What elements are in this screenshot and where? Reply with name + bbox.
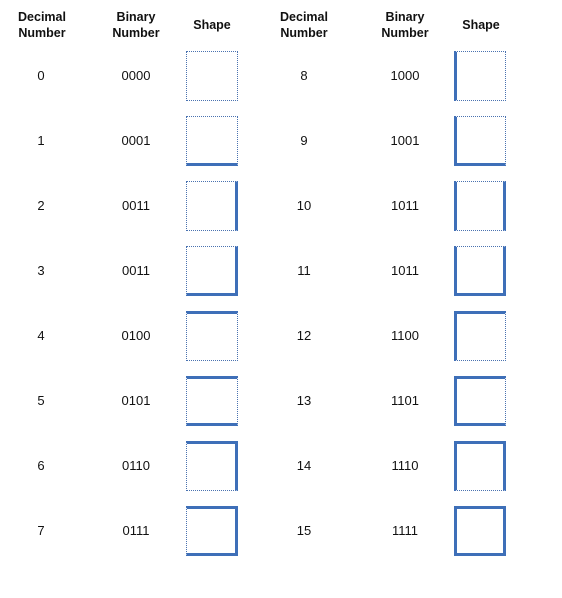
- binary-value: 0111: [122, 523, 150, 538]
- bit-shape-square: [186, 181, 238, 231]
- decimal-value: 3: [37, 263, 45, 278]
- decimal-value: 1: [37, 133, 45, 148]
- bit-shape-square: [186, 116, 238, 166]
- binary-value: 1011: [391, 198, 419, 213]
- header-line: Decimal: [280, 10, 328, 24]
- decimal-value: 15: [296, 523, 312, 538]
- decimal-value: 11: [297, 263, 311, 278]
- bit-shape-square: [454, 441, 506, 491]
- bit-shape-square: [186, 376, 238, 426]
- bit-shape-square: [454, 506, 506, 556]
- bit-shape-square: [454, 51, 506, 101]
- bit-shape-square: [186, 441, 238, 491]
- header-line: Binary: [385, 10, 425, 24]
- binary-value: 0101: [121, 393, 151, 408]
- decimal-value: 12: [296, 328, 312, 343]
- decimal-value: 13: [296, 393, 312, 408]
- decimal-value: 8: [300, 68, 308, 83]
- bit-shape-square: [454, 376, 506, 426]
- bit-shape-square: [454, 246, 506, 296]
- decimal-value: 10: [296, 198, 312, 213]
- bit-shape-square: [186, 311, 238, 361]
- binary-value: 0011: [122, 263, 150, 278]
- shape-header-left: Shape: [193, 18, 231, 32]
- binary-value: 0100: [121, 328, 151, 343]
- header-line: Number: [381, 26, 429, 40]
- bit-shape-square: [454, 116, 506, 166]
- binary-value: 0110: [122, 458, 150, 473]
- binary-value: 1001: [390, 133, 420, 148]
- binary-value: 1111: [391, 523, 419, 538]
- binary-value: 1000: [390, 68, 420, 83]
- binary-value: 0011: [122, 198, 150, 213]
- decimal-value: 5: [37, 393, 45, 408]
- shape-header-right: Shape: [462, 18, 500, 32]
- decimal-number-header-right: Decimal Number: [264, 9, 344, 41]
- bit-shape-square: [186, 246, 238, 296]
- decimal-value: 4: [37, 328, 45, 343]
- decimal-value: 0: [37, 68, 45, 83]
- decimal-value: 2: [37, 198, 45, 213]
- binary-value: 0001: [121, 133, 151, 148]
- bit-shape-square: [186, 51, 238, 101]
- bit-shape-square: [454, 311, 506, 361]
- header-line: Number: [18, 26, 66, 40]
- header-line: Binary: [116, 10, 156, 24]
- binary-number-header-left: Binary Number: [96, 9, 176, 41]
- decimal-number-header-left: Decimal Number: [2, 9, 82, 41]
- header-line: Number: [280, 26, 328, 40]
- binary-number-header-right: Binary Number: [365, 9, 445, 41]
- decimal-value: 6: [37, 458, 45, 473]
- header-line: Number: [112, 26, 160, 40]
- binary-value: 1100: [391, 328, 419, 343]
- bit-shape-square: [454, 181, 506, 231]
- decimal-value: 9: [300, 133, 308, 148]
- header-line: Decimal: [18, 10, 66, 24]
- bit-shape-square: [186, 506, 238, 556]
- binary-value: 1110: [391, 458, 419, 473]
- binary-value: 1011: [391, 263, 419, 278]
- decimal-value: 7: [37, 523, 45, 538]
- binary-value: 0000: [121, 68, 151, 83]
- decimal-value: 14: [296, 458, 312, 473]
- binary-value: 1101: [391, 393, 419, 408]
